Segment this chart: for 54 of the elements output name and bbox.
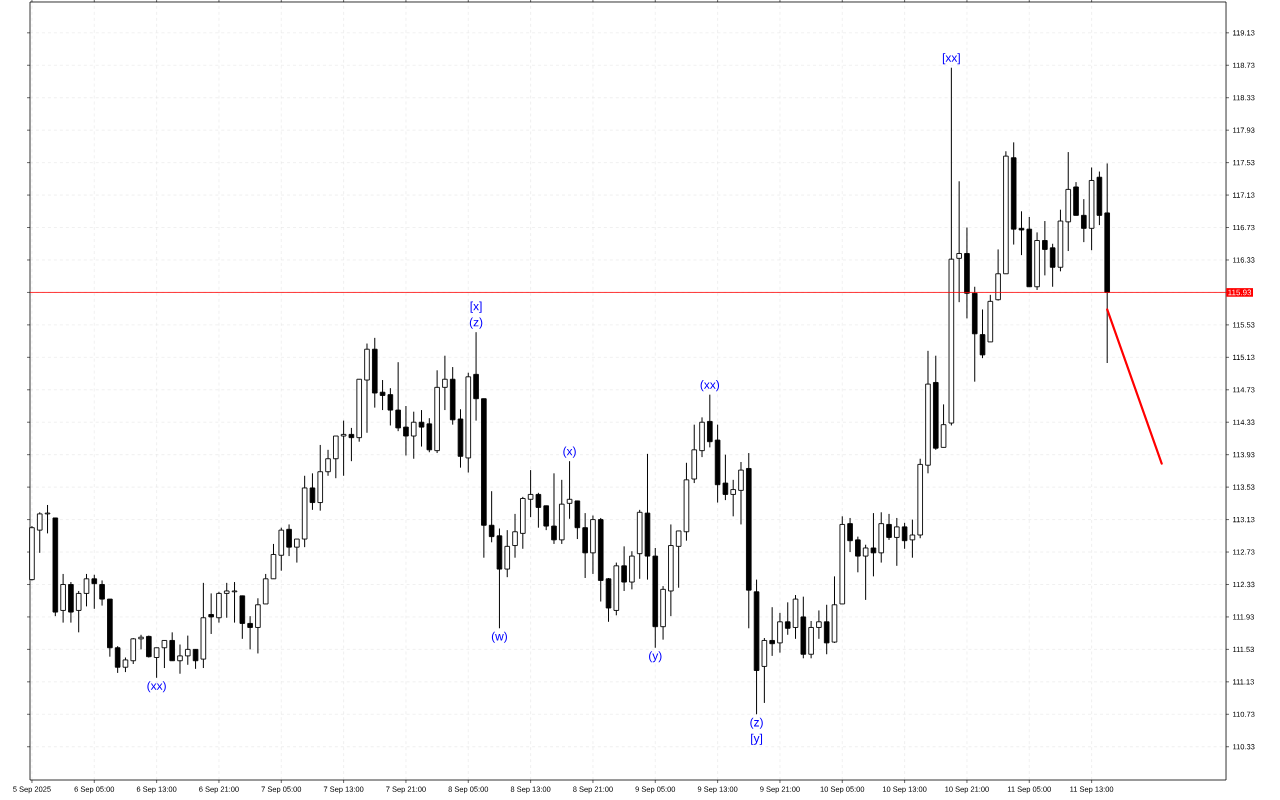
annotation: (w) [491, 631, 507, 643]
candlestick [855, 536, 861, 573]
candlestick [551, 472, 557, 545]
annotation: [x] [470, 301, 482, 313]
candlestick [816, 609, 822, 640]
candlestick [410, 411, 417, 460]
annotation: (y) [649, 651, 662, 663]
candlestick [738, 461, 744, 525]
candlestick [247, 615, 253, 650]
candlestick [325, 449, 331, 477]
candlestick [130, 637, 137, 665]
candlestick [894, 517, 900, 567]
candlestick [543, 505, 549, 531]
candlestick [730, 479, 736, 517]
candlestick [403, 405, 409, 456]
candlestick [99, 579, 105, 607]
annotation: [y] [751, 733, 763, 745]
candlestick [847, 517, 853, 553]
candlestick [231, 581, 238, 624]
candlestick [223, 582, 230, 619]
candlestick [442, 355, 448, 411]
candlestick [777, 612, 783, 654]
candlestick [184, 635, 191, 666]
candlestick [1042, 220, 1048, 276]
candlestick [286, 523, 292, 557]
candlestick [83, 573, 90, 607]
candlestick [784, 601, 791, 636]
annotation: (z) [750, 717, 763, 729]
candlestick [44, 504, 51, 534]
annotation: (z) [469, 317, 483, 329]
candlestick [504, 529, 511, 578]
candlestick [1081, 198, 1087, 243]
annotation: (xx) [147, 681, 166, 693]
candlestick [333, 435, 339, 479]
candlestick [75, 590, 82, 633]
annotation: (x) [563, 446, 576, 458]
candlestick [294, 538, 300, 564]
candlestick [395, 361, 401, 432]
candlestick [769, 606, 775, 657]
annotation: (xx) [700, 380, 720, 392]
candlestick [177, 644, 183, 675]
candlestick [512, 513, 518, 559]
candlestick [956, 180, 962, 303]
candlestick [91, 574, 98, 610]
candlestick [621, 545, 627, 592]
candlestick [707, 394, 713, 448]
candlestick [36, 511, 43, 554]
candlestick [208, 592, 214, 635]
candlestick [940, 403, 947, 448]
candlestick [169, 631, 175, 662]
candlestick [138, 634, 144, 650]
candlestick [255, 597, 261, 654]
annotation: [xx] [942, 53, 960, 65]
candlestick [886, 513, 892, 541]
